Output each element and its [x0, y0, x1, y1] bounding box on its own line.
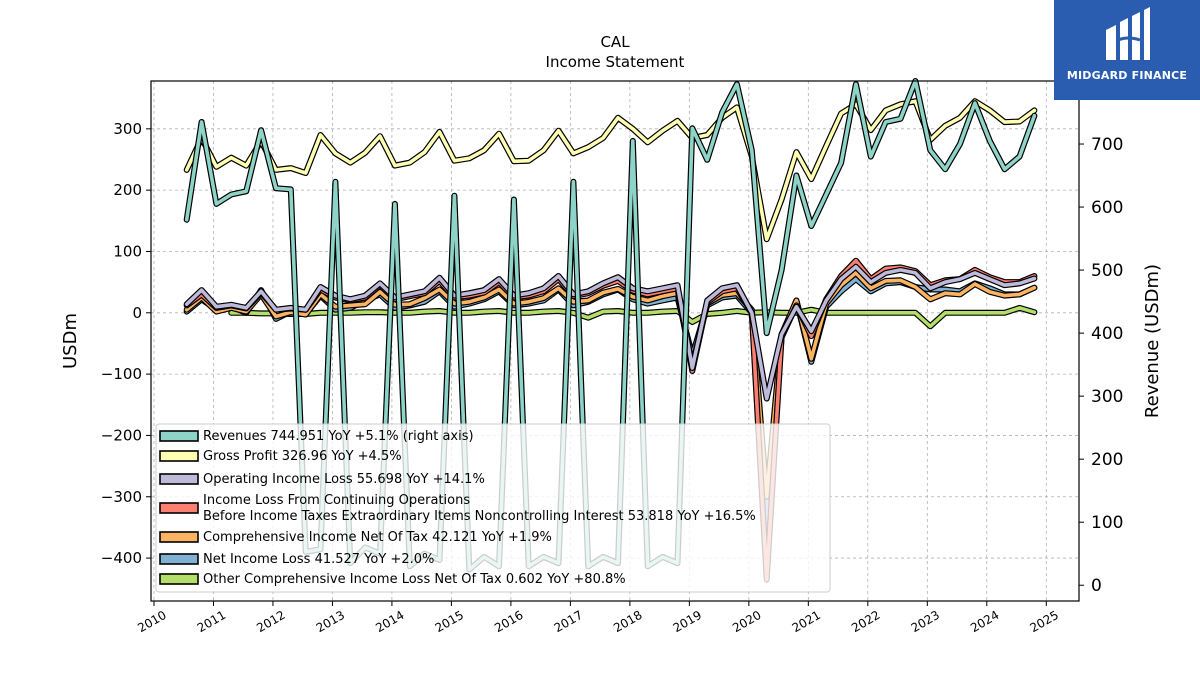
x-tick-label: 2017 [552, 608, 585, 635]
series-1 [183, 98, 1038, 243]
plot-frame [150, 80, 1080, 602]
y-tick-label-right: 600 [1091, 198, 1123, 218]
y-tick-label-right: 400 [1091, 324, 1123, 344]
x-tick-label: 2024 [968, 608, 1001, 635]
series-2 [183, 263, 1038, 402]
series-6 [228, 304, 1038, 330]
y-tick-label-left: 200 [113, 181, 142, 199]
legend-swatch [159, 502, 199, 514]
legend-box [155, 423, 831, 593]
series-line [184, 265, 1037, 401]
x-tick-label: 2022 [849, 608, 882, 635]
y-axis-label-left: USDm [60, 313, 81, 369]
x-tick-label: 2012 [254, 608, 287, 635]
legend-swatch [159, 430, 199, 442]
legend-label: Operating Income Loss 55.698 YoY +14.1% [203, 472, 485, 487]
legend-label: Gross Profit 326.96 YoY +4.5% [203, 449, 402, 464]
x-tick-label: 2015 [433, 608, 466, 635]
brand-name: MIDGARD FINANCE [1066, 69, 1188, 82]
y-tick-label-right: 0 [1091, 576, 1102, 596]
x-tick-label: 2013 [314, 608, 347, 635]
legend-label: Revenues 744.951 YoY +5.1% (right axis) [203, 429, 474, 444]
y-tick-label-right: 200 [1091, 450, 1123, 470]
legend-swatch [159, 553, 199, 565]
series-line-outline [183, 98, 1038, 243]
legend-swatch [159, 531, 199, 543]
y-axis-label-right: Revenue (USDm) [1142, 264, 1163, 418]
series-line-outline [228, 304, 1038, 330]
y-tick-label-left: −100 [101, 365, 142, 383]
y-tick-label-left: −200 [101, 426, 142, 444]
y-tick-label-left: 100 [113, 242, 142, 260]
x-tick-label: 2016 [492, 608, 525, 635]
x-tick-label: 2021 [790, 608, 823, 635]
chart-title: CAL [600, 33, 630, 51]
y-tick-label-left: 0 [132, 304, 142, 322]
x-tick-label: 2018 [611, 608, 644, 635]
x-tick-label: 2020 [730, 608, 763, 635]
legend-swatch [159, 473, 199, 485]
mf-monogram-icon [1106, 7, 1150, 60]
chart-subtitle: Income Statement [546, 53, 685, 71]
y-tick-label-left: 300 [113, 120, 142, 138]
x-tick-label: 2014 [373, 608, 406, 635]
legend-swatch [159, 450, 199, 462]
y-tick-label-right: 700 [1091, 135, 1123, 155]
y-tick-label-right: 300 [1091, 387, 1123, 407]
x-tick-label: 2011 [195, 608, 228, 635]
legend-label: Net Income Loss 41.527 YoY +2.0% [203, 552, 434, 567]
x-tick-label: 2025 [1028, 608, 1061, 635]
legend-label: Other Comprehensive Income Loss Net Of T… [203, 572, 626, 587]
brand-badge: MIDGARD FINANCE [1054, 0, 1200, 100]
legend: Revenues 744.951 YoY +5.1% (right axis) G… [155, 423, 831, 593]
series-line [184, 99, 1037, 241]
x-tick-label: 2010 [135, 608, 168, 635]
y-tick-label-right: 500 [1091, 261, 1123, 281]
legend-label: Comprehensive Income Net Of Tax 42.121 Y… [203, 530, 552, 545]
y-tick-label-left: −400 [101, 549, 142, 567]
legend-label: Income Loss From Continuing Operations Be… [203, 493, 756, 524]
y-tick-label-left: −300 [101, 488, 142, 506]
legend-swatch [159, 573, 199, 585]
series-line [229, 306, 1037, 329]
x-tick-label: 2019 [671, 608, 704, 635]
series-layer [183, 78, 1038, 583]
x-tick-label: 2023 [909, 608, 942, 635]
y-tick-label-right: 100 [1091, 513, 1123, 533]
